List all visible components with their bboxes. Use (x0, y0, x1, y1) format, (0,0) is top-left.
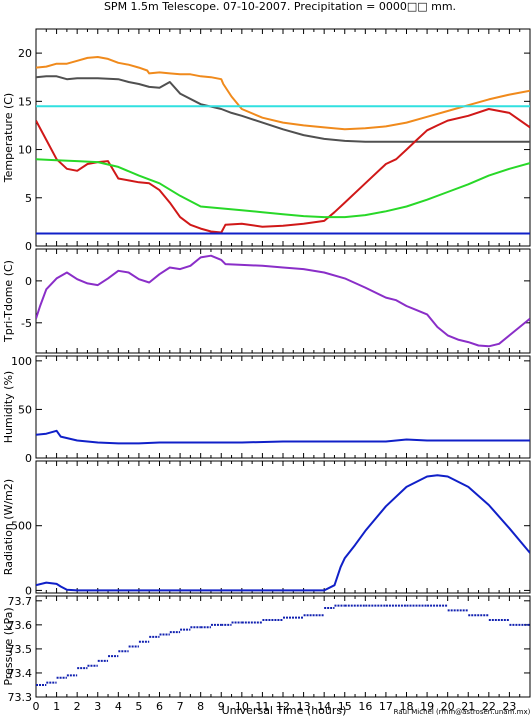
humidity-ytick-label: 0 (25, 452, 32, 465)
x-tick-label: 10 (235, 700, 249, 713)
tpri-tdome-panel: -5 0 Tpri-Tdome (C) (2, 248, 531, 354)
humidity-series-blue-line (36, 429, 530, 445)
humidity-ytick-label: 100 (11, 355, 32, 368)
tpri-tdome-frame (35, 248, 531, 354)
radiation-series-blue-line (36, 474, 530, 592)
x-tick-label: 1 (53, 700, 60, 713)
x-tick-label: 15 (338, 700, 352, 713)
humidity-y-axis-label: Humidity (%) (2, 371, 15, 443)
radiation-ytick-label: 500 (11, 520, 32, 533)
x-tick-label: 9 (218, 700, 225, 713)
x-tick-label: 19 (420, 700, 434, 713)
x-tick-label: 21 (461, 700, 475, 713)
x-tick-label: 14 (317, 700, 331, 713)
pressure-frame (35, 595, 531, 698)
pressure-ytick-label: 73.3 (8, 691, 33, 704)
pressure-ytick-label: 73.6 (8, 619, 33, 632)
temperature-ytick-label: 0 (25, 240, 32, 253)
x-tick-label: 6 (156, 700, 163, 713)
x-tick-label: 22 (482, 700, 496, 713)
x-tick-label: 20 (441, 700, 455, 713)
x-tick-label: 7 (177, 700, 184, 713)
tpri-tdome-ytick-label: -5 (21, 317, 32, 330)
x-tick-label: 2 (74, 700, 81, 713)
credit-text: Raul Michel (rmm@astrosen.unam.mx) (394, 708, 531, 716)
temperature-panel: 0 5 10 15 20 Temperature (C) (2, 28, 531, 253)
temperature-y-axis-label: Temperature (C) (2, 93, 15, 183)
x-tick-label: 3 (94, 700, 101, 713)
radiation-ytick-label: 0 (25, 584, 32, 597)
temperature-series-green-line (36, 158, 530, 219)
pressure-ytick-label: 73.5 (8, 643, 33, 656)
temperature-ytick-label: 10 (18, 144, 32, 157)
temperature-ytick-label: 5 (25, 192, 32, 205)
x-tick-label: 16 (358, 700, 372, 713)
x-tick-label: 5 (135, 700, 142, 713)
radiation-y-axis-label: Radiation (W/m2) (2, 479, 15, 575)
x-tick-label: 8 (197, 700, 204, 713)
x-tick-label: 18 (400, 700, 414, 713)
temperature-ytick-label: 20 (18, 47, 32, 60)
chart-title: SPM 1.5m Telescope. 07-10-2007. Precipit… (104, 0, 456, 13)
tpri-tdome-y-axis-label: Tpri-Tdome (C) (2, 260, 15, 343)
temperature-series-orange-line (36, 56, 530, 131)
x-tick-label: 12 (276, 700, 290, 713)
x-tick-label: 23 (502, 700, 516, 713)
pressure-ytick-label: 73.4 (8, 667, 33, 680)
tpri-tdome-series-purple-line (36, 254, 530, 348)
pressure-ytick-label: 73.7 (8, 595, 33, 608)
x-tick-label: 17 (379, 700, 393, 713)
temperature-series-red-line (36, 108, 530, 234)
humidity-panel: 0 50 100 Humidity (%) (2, 355, 531, 465)
x-axis-ticks: 0 1 2 3 4 5 6 7 8 9 10 11 12 13 14 15 16 17 18 19 20 21 22 23 (33, 700, 517, 713)
x-axis-label: Universal Time (hours) (222, 704, 347, 717)
x-tick-label: 0 (33, 700, 40, 713)
x-tick-label: 4 (115, 700, 122, 713)
x-tick-label: 13 (297, 700, 311, 713)
x-tick-label: 11 (255, 700, 269, 713)
tpri-tdome-ytick-label: 0 (25, 275, 32, 288)
panels: 0 5 10 15 20 Temperature (C) -5 0 Tpri-Tdome (C)… (2, 28, 531, 704)
pressure-y-axis-label: Pressure (kPa) (2, 607, 15, 685)
humidity-ytick-label: 50 (18, 403, 32, 416)
temperature-ytick-label: 15 (18, 95, 32, 108)
